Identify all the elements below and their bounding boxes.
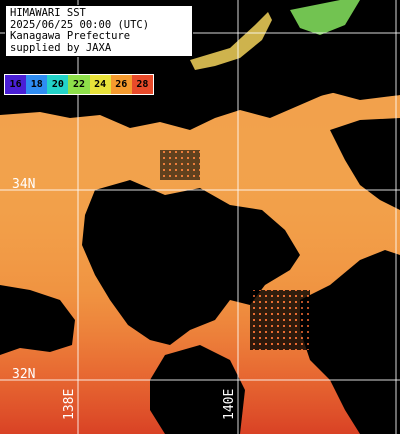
legend-swatch: 16 <box>5 75 27 94</box>
longitude-label-138e: 138E <box>62 388 77 420</box>
info-panel: HIMAWARI SST 2025/06/25 00:00 (UTC) Kana… <box>5 5 193 57</box>
northeast-cloud <box>330 118 400 210</box>
legend-swatch: 18 <box>26 75 48 94</box>
product-title: HIMAWARI SST <box>10 7 86 19</box>
speckle-region <box>160 150 200 180</box>
legend-swatch: 26 <box>110 75 132 94</box>
speckle-region <box>250 290 310 350</box>
region-name: Kanagawa Prefecture <box>10 30 131 42</box>
legend-swatch: 20 <box>47 75 69 94</box>
legend-swatch: 24 <box>89 75 111 94</box>
coastal-green-band <box>290 0 360 35</box>
data-credit: supplied by JAXA <box>10 41 112 54</box>
central-cloud-mass <box>82 180 300 345</box>
legend-swatch: 28 <box>131 75 153 94</box>
honshu-land <box>160 8 400 98</box>
latitude-label-32n: 32N <box>12 367 36 382</box>
legend-swatch: 22 <box>68 75 90 94</box>
longitude-label-140e: 140E <box>222 388 237 420</box>
eastern-cloud-band <box>300 250 400 434</box>
latitude-label-34n: 34N <box>12 177 36 192</box>
timestamp: 2025/06/25 00:00 (UTC) <box>10 18 150 31</box>
southwest-cloud <box>0 285 75 355</box>
south-center-cloud <box>150 345 245 434</box>
temperature-legend: 16 18 20 22 24 26 28 <box>4 74 154 95</box>
coastal-cool-band <box>190 12 272 70</box>
